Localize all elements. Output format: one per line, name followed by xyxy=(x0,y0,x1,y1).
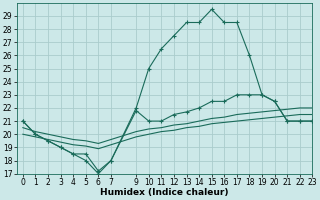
X-axis label: Humidex (Indice chaleur): Humidex (Indice chaleur) xyxy=(100,188,229,197)
